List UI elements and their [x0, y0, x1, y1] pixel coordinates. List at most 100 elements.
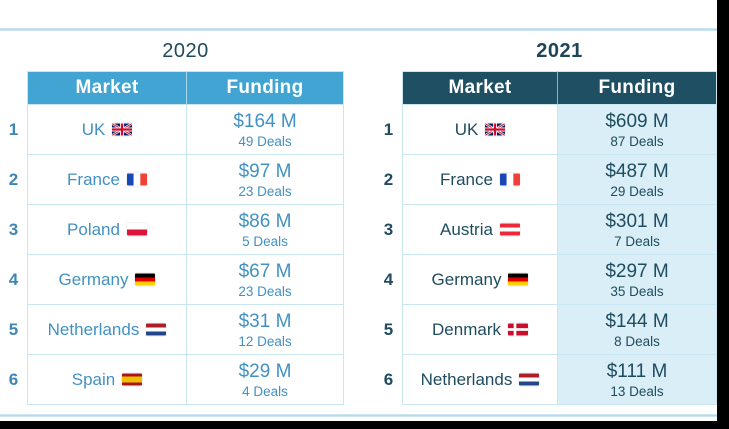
- rank-number: 3: [383, 220, 394, 239]
- market-cell: France: [27, 155, 187, 205]
- de-flag-icon: [508, 273, 529, 286]
- funding-cell: $111 M 13 Deals: [558, 355, 717, 405]
- market-cell: Denmark: [402, 305, 558, 355]
- funding-cell: $31 M 12 Deals: [187, 305, 344, 355]
- funding-table-2020: Market Funding 1 UK $164 M 49 Deals 2 France $…: [0, 71, 344, 405]
- market-cell: Netherlands: [27, 305, 187, 355]
- uk-flag-icon: [485, 123, 506, 136]
- market-label: France: [67, 169, 120, 189]
- market-cell: Netherlands: [402, 355, 558, 405]
- nl-flag-icon: [146, 323, 167, 336]
- market-label: Germany: [58, 269, 129, 289]
- funding-amount: $297 M: [605, 260, 669, 282]
- bottom-black-bar: [0, 421, 729, 429]
- deal-count: 8 Deals: [614, 333, 660, 349]
- deal-count: 12 Deals: [238, 333, 292, 349]
- funding-amount: $144 M: [605, 310, 669, 332]
- market-label: Austria: [440, 219, 493, 239]
- funding-cell: $164 M 49 Deals: [187, 105, 344, 155]
- deal-count: 13 Deals: [610, 383, 664, 399]
- rank-number: 2: [383, 170, 394, 189]
- deal-count: 4 Deals: [242, 383, 288, 399]
- market-label: Netherlands: [420, 369, 513, 389]
- funding-amount: $111 M: [606, 360, 668, 382]
- table-title-2021: 2021: [536, 40, 583, 62]
- rank-number: 5: [8, 320, 19, 339]
- rank-number: 6: [383, 370, 394, 389]
- funding-cell: $297 M 35 Deals: [558, 255, 717, 305]
- funding-amount: $609 M: [605, 110, 669, 132]
- funding-cell: $97 M 23 Deals: [187, 155, 344, 205]
- rank-number: 3: [8, 220, 19, 239]
- market-cell: Poland: [27, 205, 187, 255]
- deal-count: 29 Deals: [610, 183, 664, 199]
- deal-count: 49 Deals: [238, 133, 292, 149]
- funding-amount: $97 M: [238, 160, 292, 182]
- deal-count: 23 Deals: [238, 183, 292, 199]
- es-flag-icon: [122, 373, 143, 386]
- funding-amount: $164 M: [233, 110, 297, 132]
- deal-count: 87 Deals: [610, 133, 664, 149]
- funding-cell: $487 M 29 Deals: [558, 155, 717, 205]
- rank-number: 4: [383, 270, 394, 289]
- funding-amount: $29 M: [238, 360, 292, 382]
- fr-flag-icon: [126, 173, 147, 186]
- funding-amount: $86 M: [238, 210, 292, 232]
- funding-amount: $301 M: [605, 210, 669, 232]
- uk-flag-icon: [112, 123, 133, 136]
- de-flag-icon: [135, 273, 156, 286]
- market-column-header: Market: [27, 71, 187, 105]
- nl-flag-icon: [519, 373, 540, 386]
- funding-amount: $487 M: [605, 160, 669, 182]
- funding-column-header: Funding: [558, 71, 717, 105]
- market-cell: Spain: [27, 355, 187, 405]
- deal-count: 35 Deals: [610, 283, 664, 299]
- rank-number: 5: [383, 320, 394, 339]
- deal-count: 23 Deals: [238, 283, 292, 299]
- dk-flag-icon: [507, 323, 528, 336]
- market-cell: Austria: [402, 205, 558, 255]
- market-label: Germany: [431, 269, 502, 289]
- funding-table-2021: Market Funding 1 UK $609 M 87 Deals 2 France $…: [375, 71, 717, 405]
- market-cell: UK: [27, 105, 187, 155]
- rank-number: 4: [8, 270, 19, 289]
- table-corner-spacer: [375, 71, 402, 105]
- top-divider-line: [0, 28, 717, 31]
- funding-cell: $67 M 23 Deals: [187, 255, 344, 305]
- market-label: UK: [454, 119, 479, 139]
- rank-number: 1: [383, 120, 394, 139]
- market-column-header: Market: [402, 71, 558, 105]
- funding-amount: $67 M: [238, 260, 292, 282]
- at-flag-icon: [499, 223, 520, 236]
- funding-column-header: Funding: [187, 71, 344, 105]
- pl-flag-icon: [126, 223, 147, 236]
- table-title-2020: 2020: [162, 40, 209, 62]
- market-label: France: [440, 169, 493, 189]
- rank-number: 6: [8, 370, 19, 389]
- market-cell: France: [402, 155, 558, 205]
- market-cell: Germany: [402, 255, 558, 305]
- deal-count: 5 Deals: [242, 233, 288, 249]
- market-label: Spain: [71, 369, 116, 389]
- funding-table-2021-section: 2021 Market Funding 1 UK $609 M 87 Deals 2 Fr…: [375, 38, 717, 405]
- market-label: UK: [81, 119, 106, 139]
- funding-amount: $31 M: [238, 310, 292, 332]
- right-black-bar: [717, 0, 729, 429]
- rank-number: 2: [8, 170, 19, 189]
- fr-flag-icon: [499, 173, 520, 186]
- market-cell: Germany: [27, 255, 187, 305]
- market-label: Denmark: [432, 319, 501, 339]
- market-cell: UK: [402, 105, 558, 155]
- deal-count: 7 Deals: [614, 233, 660, 249]
- table-corner-spacer: [0, 71, 27, 105]
- bottom-divider-line: [0, 414, 717, 417]
- market-label: Poland: [67, 219, 120, 239]
- market-label: Netherlands: [47, 319, 140, 339]
- rank-number: 1: [8, 120, 19, 139]
- funding-cell: $609 M 87 Deals: [558, 105, 717, 155]
- funding-table-2020-section: 2020 Market Funding 1 UK $164 M 49 Deals 2 Fr…: [0, 38, 344, 405]
